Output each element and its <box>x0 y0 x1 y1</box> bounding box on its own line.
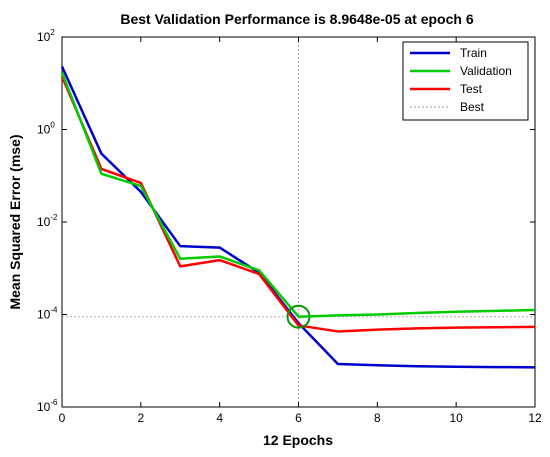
x-tick-label: 6 <box>295 411 302 425</box>
x-tick-label: 2 <box>137 411 144 425</box>
chart-title: Best Validation Performance is 8.9648e-0… <box>120 11 473 27</box>
x-tick-label: 10 <box>449 411 463 425</box>
x-tick-label: 8 <box>374 411 381 425</box>
series-lines <box>60 66 536 369</box>
best-point-marker <box>286 304 311 329</box>
legend-label-validation: Validation <box>460 64 512 78</box>
legend-label-train: Train <box>460 46 487 60</box>
series-line-validation <box>60 72 536 318</box>
x-axis-label: 12 Epochs <box>263 432 333 448</box>
x-tick-label: 12 <box>528 411 542 425</box>
legend: Train Validation Test Best <box>402 41 529 121</box>
x-tick-label: 4 <box>216 411 223 425</box>
best-point-circle <box>286 304 311 329</box>
series-line-test <box>60 75 536 333</box>
legend-label-test: Test <box>460 82 483 96</box>
y-axis-label: Mean Squared Error (mse) <box>7 134 23 309</box>
series-line-train <box>60 66 536 369</box>
x-tick-label: 0 <box>59 411 66 425</box>
legend-label-best: Best <box>460 100 485 114</box>
